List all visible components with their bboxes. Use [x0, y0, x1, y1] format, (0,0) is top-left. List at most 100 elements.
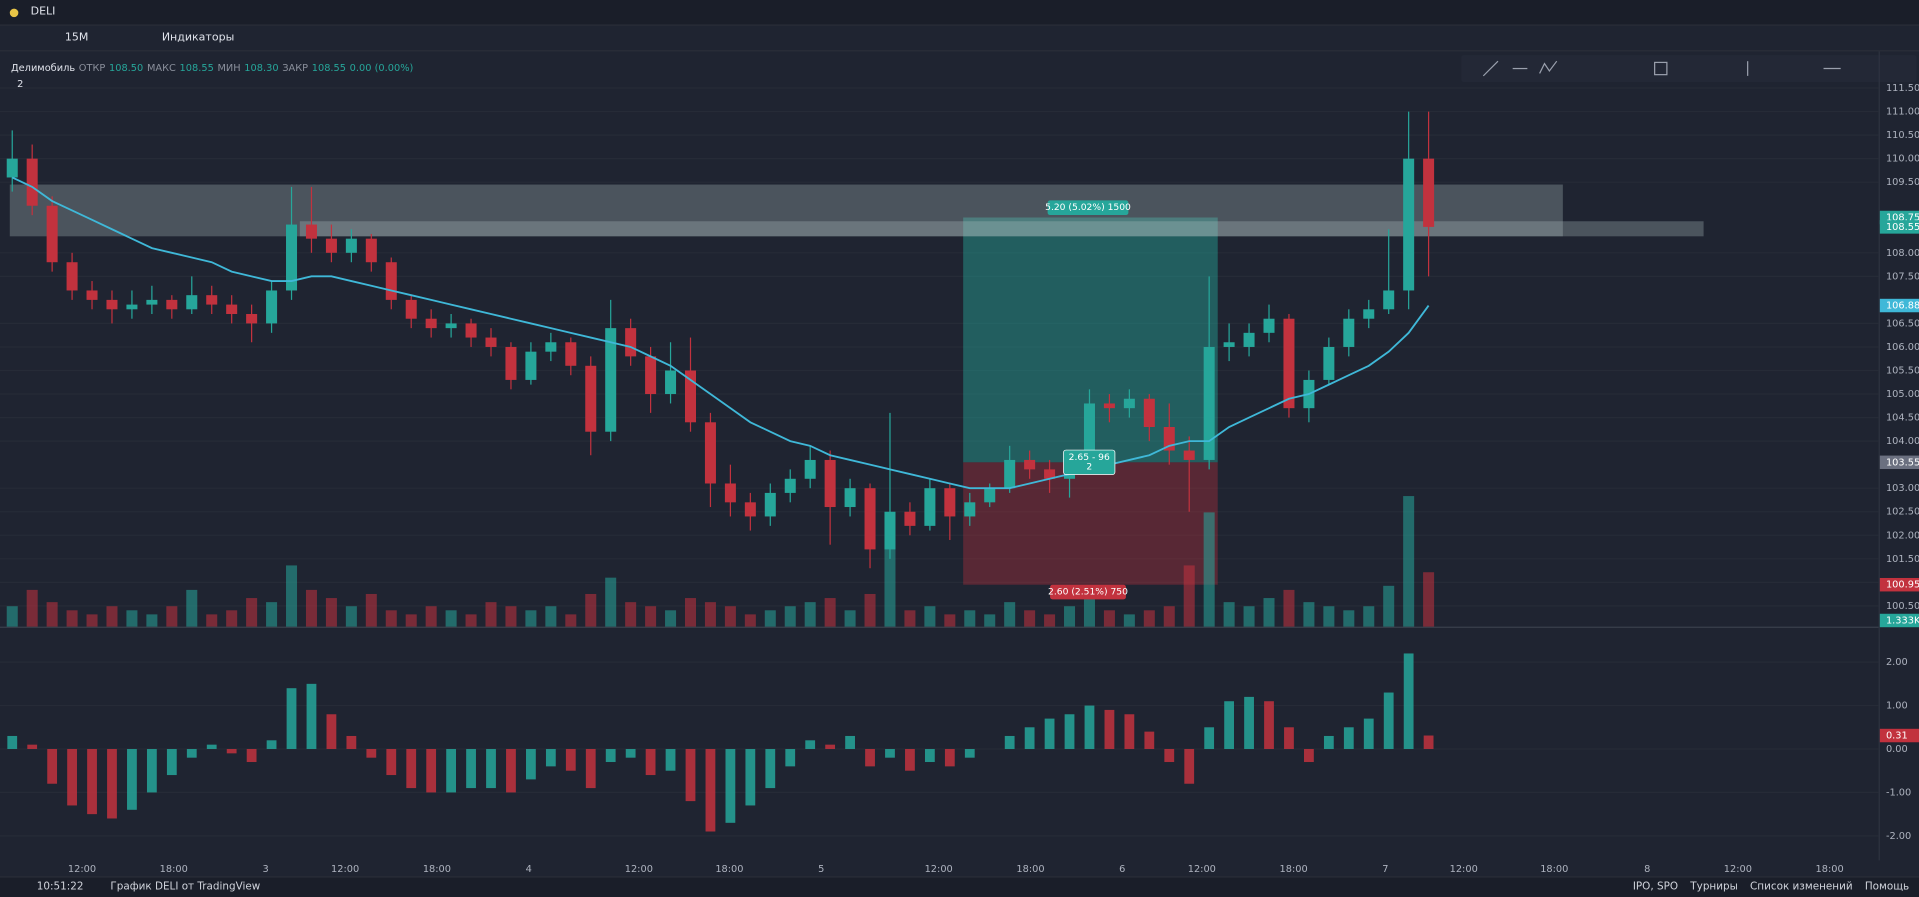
volume-bar: [266, 602, 278, 627]
tournaments-link[interactable]: Турниры: [1690, 881, 1738, 894]
oscillator-bar: [266, 740, 277, 749]
price-badge-label: 100.95: [1886, 580, 1919, 591]
volume-bar: [246, 598, 258, 627]
y-tick-label: 110.00: [1886, 154, 1919, 165]
volume-bar: [1323, 606, 1335, 627]
candle-body: [1103, 403, 1115, 409]
oscillator-bar: [426, 748, 437, 793]
volume-bar: [904, 610, 916, 627]
candle-body: [784, 478, 796, 493]
x-tick-label: 18:00: [423, 864, 451, 875]
oscillator-bar: [565, 748, 576, 771]
price-badge: [1879, 455, 1919, 470]
volume-bar: [325, 598, 337, 627]
oscillator-bar: [406, 748, 417, 789]
y-tick-label: 107.50: [1886, 271, 1919, 282]
volume-bar: [385, 610, 397, 627]
oscillator-bar: [146, 748, 157, 793]
oscillator-bar: [27, 744, 38, 749]
layer: 111.50 111.00 110.50 110.00 109.50 108.00 107.…: [0, 83, 1919, 875]
candle-body: [286, 224, 298, 291]
candle-body: [605, 328, 617, 432]
candle-body: [1403, 158, 1415, 291]
ipo-link[interactable]: IPO, SPO: [1632, 881, 1679, 894]
x-tick-label: 18:00: [1016, 864, 1044, 875]
volume-bar: [1403, 496, 1415, 627]
volume-bar: [665, 610, 677, 627]
volume-bar: [784, 606, 796, 627]
volume-bar: [305, 589, 317, 627]
candle-body: [425, 318, 437, 329]
y-tick-label: 105.00: [1886, 389, 1919, 400]
volume-bar: [1123, 614, 1135, 627]
volume-bar: [126, 610, 138, 627]
status-bar: 10:51:22 График DELI от TradingView IPO,…: [0, 876, 1919, 897]
help-link[interactable]: Помощь: [1864, 881, 1910, 894]
price-badge: [1879, 220, 1919, 234]
candle-body: [804, 459, 816, 479]
oscillator-bar: [446, 748, 457, 793]
volume-bar: [146, 614, 158, 627]
candle-body: [625, 328, 637, 357]
price-zone: [299, 221, 1704, 237]
oscillator-bar: [1284, 727, 1294, 749]
candle-body: [645, 356, 657, 395]
oscillator-bar: [107, 748, 117, 819]
timeframe[interactable]: 15M: [64, 31, 89, 45]
oscillator-bar: [905, 748, 915, 771]
x-tick-label: 12:00: [1724, 864, 1752, 875]
volume-bar: [1243, 606, 1255, 627]
y-tick-label: 110.50: [1886, 130, 1919, 141]
candle-body: [1243, 332, 1255, 347]
oscillator-bar: [1024, 727, 1035, 749]
symbol-search[interactable]: DELI: [30, 6, 56, 19]
volume-bar: [1103, 610, 1115, 627]
x-tick-label: 12:00: [1450, 864, 1478, 875]
volume-bar: [186, 589, 198, 627]
candle-body: [465, 323, 477, 338]
source[interactable]: График DELI от TradingView: [110, 881, 261, 894]
candle-body: [724, 483, 736, 503]
oscillator-bar: [585, 748, 596, 789]
candle-body: [166, 299, 178, 310]
x-tick-label: 12:00: [1188, 864, 1216, 875]
volume-bar: [1263, 598, 1275, 627]
oscillator-bar: [466, 748, 476, 789]
oscillator-bar: [1264, 701, 1274, 749]
x-tick-label: 6: [1119, 864, 1125, 875]
oscillator-bar: [506, 748, 516, 793]
volume-bar: [764, 610, 776, 627]
count[interactable]: 2: [17, 78, 24, 90]
oscillator-bar: [7, 735, 18, 749]
x-tick-label: 18:00: [715, 864, 743, 875]
oscillator-bar: [1224, 701, 1235, 749]
status-dot: [9, 7, 19, 17]
oscillator-bar: [745, 748, 756, 806]
candle-body: [226, 304, 238, 315]
volume-bar: [106, 606, 118, 627]
low-label: МИН: [217, 61, 241, 73]
volume-bar: [66, 610, 78, 627]
oscillator-bar: [1363, 718, 1374, 749]
price-badge-label: 103.55: [1886, 457, 1919, 468]
oscillator-bar: [924, 748, 935, 763]
y-tick-label: 102.00: [1886, 530, 1919, 541]
y-tick-label: 100.50: [1886, 601, 1919, 612]
volume-bar: [545, 606, 557, 627]
indicators-button[interactable]: Индикаторы: [161, 31, 235, 45]
volume-bar: [1064, 606, 1076, 627]
volume-bar: [1223, 602, 1235, 627]
candle-body: [1263, 318, 1275, 333]
candle-body: [505, 346, 517, 380]
volume-bar: [26, 589, 38, 627]
candle-body: [345, 238, 357, 253]
y-tick-label: 102.50: [1886, 507, 1919, 518]
candle-body: [186, 295, 198, 310]
position-mid-count: 2: [1086, 462, 1092, 473]
volume-bar: [645, 606, 657, 627]
changelog-link[interactable]: Список изменений: [1750, 881, 1853, 894]
x-tick-label: 5: [818, 864, 824, 875]
close-label: ЗАКР: [282, 61, 309, 73]
oscillator-bar: [625, 748, 636, 758]
oscillator-bar: [1323, 735, 1334, 749]
